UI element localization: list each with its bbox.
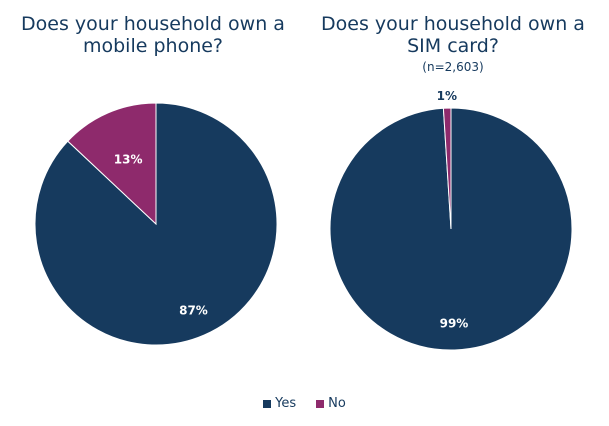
chart-subtitle-sim-card: (n=2,603) [422,60,484,74]
chart-title-mobile-phone: Does your household own a mobile phone? [21,13,285,57]
chart-title-sim-card: Does your household own a SIM card? [321,13,585,57]
legend: Yes No [0,396,609,411]
legend-item-no: No [316,396,346,411]
legend-swatch-no [316,399,325,408]
data-label-0-no: 13% [114,153,143,167]
data-label-1-yes: 99% [440,316,469,330]
legend-label-yes: Yes [275,396,297,411]
legend-swatch-yes [263,399,272,408]
pie-slice-0-no [67,102,157,226]
legend-label-no: No [328,396,346,411]
legend-item-yes: Yes [263,396,296,411]
data-label-1-no: 1% [437,89,457,103]
data-label-0-yes: 87% [179,304,208,318]
pie-slice-1-no [442,107,452,230]
